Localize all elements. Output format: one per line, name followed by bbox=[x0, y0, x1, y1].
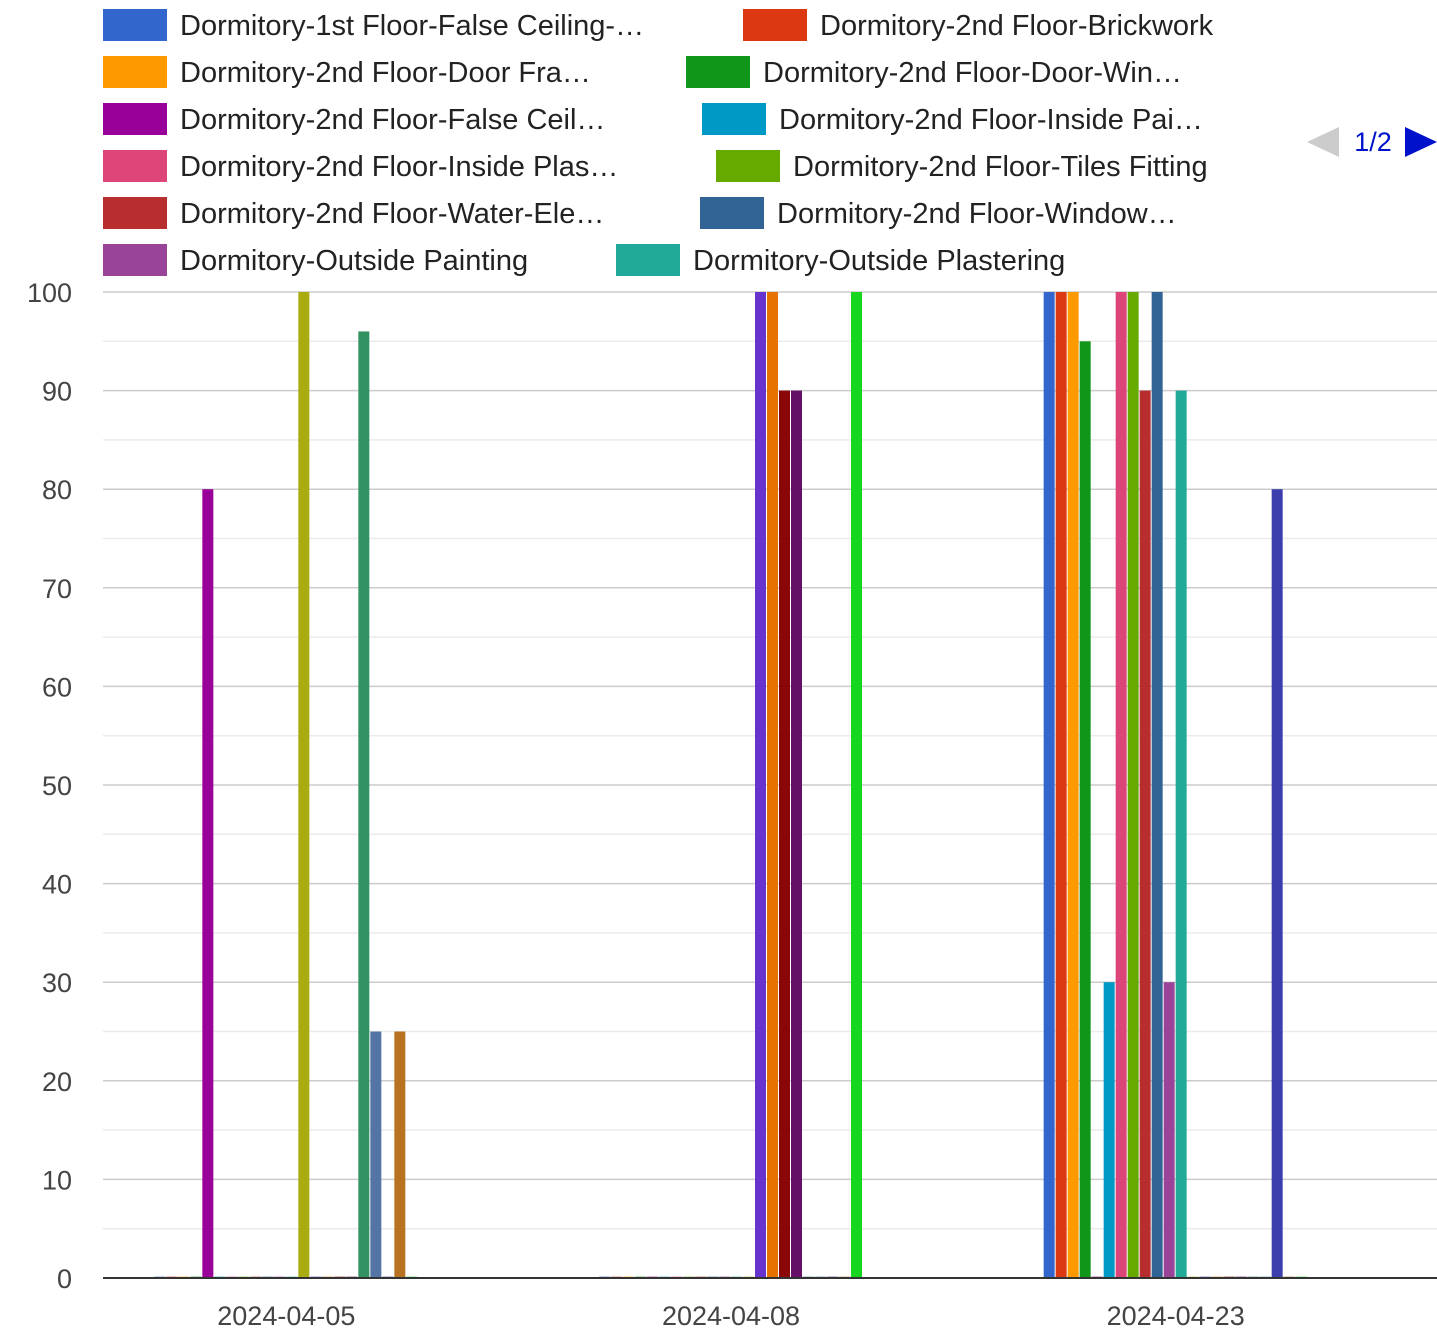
legend-label: Dormitory-2nd Floor-Door Fra… bbox=[180, 57, 591, 89]
legend-label: Dormitory-2nd Floor-Water-Ele… bbox=[180, 198, 604, 230]
legend-label: Dormitory-2nd Floor-Door-Win… bbox=[763, 57, 1182, 89]
y-tick-label: 70 bbox=[42, 574, 72, 604]
y-tick-label: 80 bbox=[42, 475, 72, 505]
bar[interactable] bbox=[791, 390, 802, 1279]
legend-swatch bbox=[702, 103, 766, 135]
bar[interactable] bbox=[202, 489, 214, 1278]
legend-item[interactable]: Dormitory-2nd Floor-Door Fra… bbox=[103, 56, 591, 89]
y-tick-label: 30 bbox=[42, 968, 72, 998]
legend-swatch bbox=[686, 56, 750, 88]
legend-label: Dormitory-2nd Floor-Window… bbox=[777, 198, 1177, 230]
legend-swatch bbox=[103, 244, 167, 276]
legend-label: Dormitory-2nd Floor-Inside Plas… bbox=[180, 151, 618, 183]
legend-swatch bbox=[616, 244, 680, 276]
bar[interactable] bbox=[1067, 292, 1079, 1278]
x-tick-label: 2024-04-23 bbox=[1107, 1301, 1245, 1331]
legend-label: Dormitory-2nd Floor-Inside Pai… bbox=[779, 104, 1203, 136]
legend-label: Dormitory-2nd Floor-Brickwork bbox=[820, 10, 1214, 42]
legend-label: Dormitory-Outside Painting bbox=[180, 245, 528, 277]
y-tick-label: 60 bbox=[42, 672, 72, 702]
bar[interactable] bbox=[779, 390, 790, 1279]
bar[interactable] bbox=[1079, 341, 1091, 1278]
y-tick-label: 100 bbox=[27, 278, 72, 308]
legend-item[interactable]: Dormitory-2nd Floor-Window… bbox=[700, 197, 1177, 230]
x-tick-label: 2024-04-05 bbox=[217, 1301, 355, 1331]
legend-item[interactable]: Dormitory-2nd Floor-False Ceil… bbox=[103, 103, 605, 136]
legend-item[interactable]: Dormitory-2nd Floor-Water-Ele… bbox=[103, 197, 604, 230]
legend-item[interactable]: Dormitory-2nd Floor-Brickwork bbox=[743, 9, 1214, 42]
bars bbox=[154, 292, 1307, 1279]
legend-pager[interactable]: 1/2 bbox=[1307, 127, 1437, 157]
legend-swatch bbox=[743, 9, 807, 41]
legend-next-icon[interactable] bbox=[1405, 127, 1437, 157]
legend-swatch bbox=[103, 197, 167, 229]
bar[interactable] bbox=[1127, 292, 1139, 1278]
legend-item[interactable]: Dormitory-1st Floor-False Ceiling-… bbox=[103, 9, 644, 42]
legend-item[interactable]: Dormitory-Outside Painting bbox=[103, 244, 528, 277]
legend-prev-icon[interactable] bbox=[1307, 127, 1339, 157]
x-tick-label: 2024-04-08 bbox=[662, 1301, 800, 1331]
legend-item[interactable]: Dormitory-2nd Floor-Door-Win… bbox=[686, 56, 1182, 89]
legend-label: Dormitory-1st Floor-False Ceiling-… bbox=[180, 10, 644, 42]
legend-swatch bbox=[103, 150, 167, 182]
legend-item[interactable]: Dormitory-2nd Floor-Inside Plas… bbox=[103, 150, 618, 183]
bar[interactable] bbox=[1103, 982, 1115, 1278]
bar[interactable] bbox=[1139, 390, 1151, 1279]
y-tick-label: 90 bbox=[42, 377, 72, 407]
axes: 0 10 20 30 40 50 60 70 80 90 100 2024-04-05 2024-04-… bbox=[27, 278, 1437, 1331]
bar[interactable] bbox=[298, 292, 310, 1278]
bar[interactable] bbox=[1163, 982, 1175, 1278]
legend-swatch bbox=[700, 197, 764, 229]
bar[interactable] bbox=[1151, 292, 1163, 1278]
legend-page-indicator: 1/2 bbox=[1354, 127, 1392, 157]
y-tick-label: 0 bbox=[57, 1264, 72, 1294]
legend-swatch bbox=[716, 150, 780, 182]
bar[interactable] bbox=[358, 331, 370, 1278]
legend-item[interactable]: Dormitory-2nd Floor-Tiles Fitting bbox=[716, 150, 1208, 183]
legend-label: Dormitory-2nd Floor-Tiles Fitting bbox=[793, 151, 1208, 183]
y-tick-label: 50 bbox=[42, 771, 72, 801]
legend-swatch bbox=[103, 56, 167, 88]
legend-item[interactable]: Dormitory-Outside Plastering bbox=[616, 244, 1065, 277]
bar[interactable] bbox=[767, 292, 778, 1278]
y-tick-label: 10 bbox=[42, 1165, 72, 1195]
y-tick-label: 20 bbox=[42, 1067, 72, 1097]
bar[interactable] bbox=[1055, 292, 1067, 1278]
legend[interactable]: Dormitory-1st Floor-False Ceiling-… Dormi… bbox=[103, 9, 1214, 277]
bar[interactable] bbox=[394, 1031, 406, 1279]
bar[interactable] bbox=[1271, 489, 1283, 1278]
bar[interactable] bbox=[1175, 390, 1187, 1279]
y-tick-label: 40 bbox=[42, 870, 72, 900]
legend-item[interactable]: Dormitory-2nd Floor-Inside Pai… bbox=[702, 103, 1203, 136]
bar[interactable] bbox=[755, 292, 766, 1278]
bar[interactable] bbox=[851, 292, 862, 1278]
legend-label: Dormitory-2nd Floor-False Ceil… bbox=[180, 104, 605, 136]
bar[interactable] bbox=[1043, 292, 1055, 1278]
bar[interactable] bbox=[370, 1031, 382, 1279]
legend-label: Dormitory-Outside Plastering bbox=[693, 245, 1065, 277]
legend-swatch bbox=[103, 9, 167, 41]
bar[interactable] bbox=[1115, 292, 1127, 1278]
legend-swatch bbox=[103, 103, 167, 135]
